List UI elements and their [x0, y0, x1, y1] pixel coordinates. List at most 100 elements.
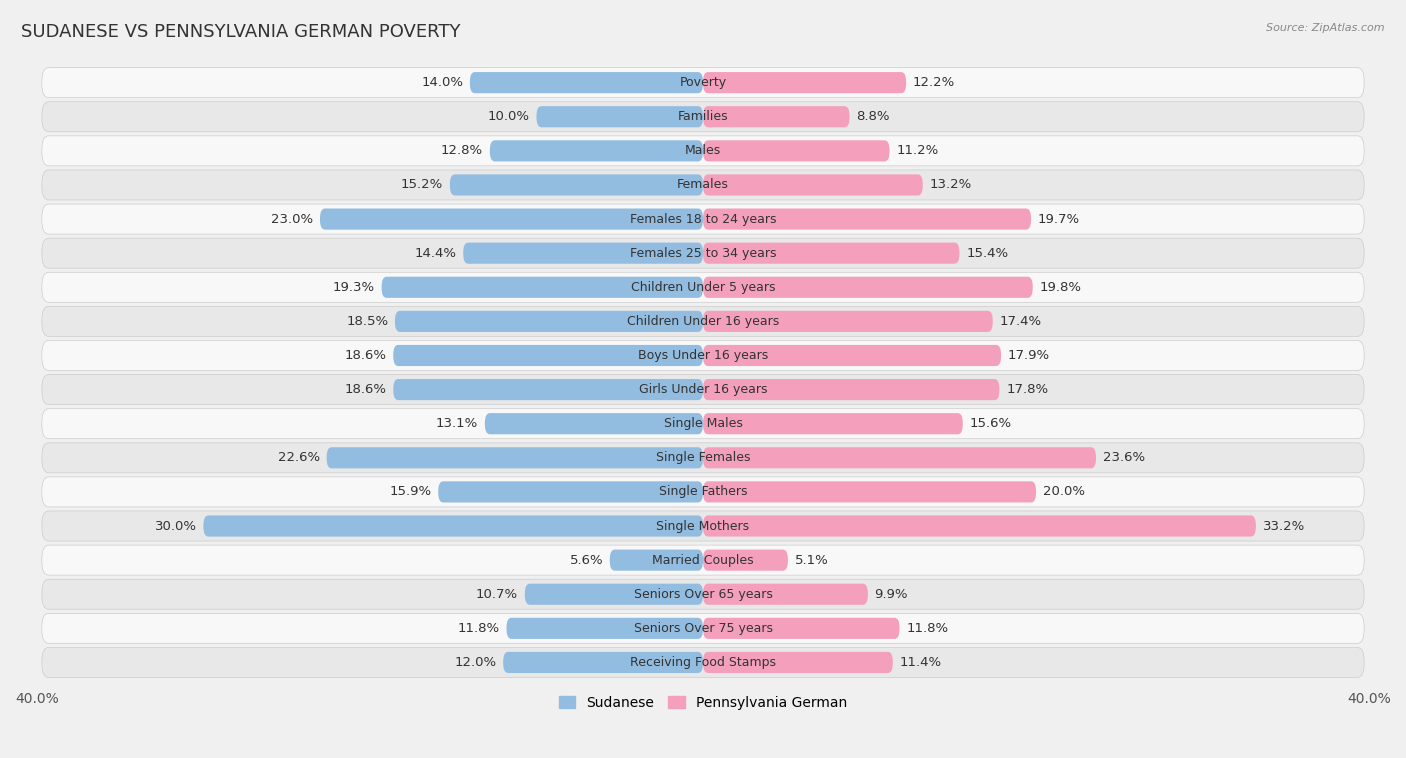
Text: Single Males: Single Males — [664, 417, 742, 431]
Text: 11.8%: 11.8% — [907, 622, 948, 635]
Text: 14.0%: 14.0% — [422, 76, 463, 89]
FancyBboxPatch shape — [703, 345, 1001, 366]
FancyBboxPatch shape — [463, 243, 703, 264]
Text: 5.1%: 5.1% — [794, 553, 828, 567]
Text: Children Under 16 years: Children Under 16 years — [627, 315, 779, 328]
FancyBboxPatch shape — [42, 67, 1364, 98]
FancyBboxPatch shape — [450, 174, 703, 196]
FancyBboxPatch shape — [395, 311, 703, 332]
Text: 18.5%: 18.5% — [346, 315, 388, 328]
FancyBboxPatch shape — [42, 409, 1364, 439]
Text: Females: Females — [678, 178, 728, 192]
Text: 18.6%: 18.6% — [344, 349, 387, 362]
Text: 11.4%: 11.4% — [900, 656, 942, 669]
FancyBboxPatch shape — [42, 204, 1364, 234]
Text: 11.8%: 11.8% — [458, 622, 499, 635]
FancyBboxPatch shape — [42, 511, 1364, 541]
FancyBboxPatch shape — [42, 477, 1364, 507]
Text: 11.2%: 11.2% — [896, 144, 938, 158]
FancyBboxPatch shape — [42, 647, 1364, 678]
Text: 19.3%: 19.3% — [333, 280, 375, 294]
Text: 13.1%: 13.1% — [436, 417, 478, 431]
FancyBboxPatch shape — [703, 550, 787, 571]
FancyBboxPatch shape — [703, 72, 907, 93]
FancyBboxPatch shape — [703, 618, 900, 639]
Text: 5.6%: 5.6% — [569, 553, 603, 567]
Text: 10.0%: 10.0% — [488, 110, 530, 124]
FancyBboxPatch shape — [42, 340, 1364, 371]
FancyBboxPatch shape — [42, 443, 1364, 473]
FancyBboxPatch shape — [703, 174, 922, 196]
Text: 12.8%: 12.8% — [441, 144, 484, 158]
FancyBboxPatch shape — [537, 106, 703, 127]
FancyBboxPatch shape — [703, 584, 868, 605]
FancyBboxPatch shape — [703, 413, 963, 434]
FancyBboxPatch shape — [42, 238, 1364, 268]
FancyBboxPatch shape — [321, 208, 703, 230]
Text: 9.9%: 9.9% — [875, 587, 908, 601]
FancyBboxPatch shape — [703, 652, 893, 673]
FancyBboxPatch shape — [42, 374, 1364, 405]
FancyBboxPatch shape — [489, 140, 703, 161]
Text: 15.6%: 15.6% — [970, 417, 1011, 431]
Text: 15.9%: 15.9% — [389, 485, 432, 499]
Text: Families: Families — [678, 110, 728, 124]
FancyBboxPatch shape — [42, 102, 1364, 132]
Text: 17.8%: 17.8% — [1007, 383, 1049, 396]
Text: 8.8%: 8.8% — [856, 110, 890, 124]
FancyBboxPatch shape — [394, 379, 703, 400]
Text: Girls Under 16 years: Girls Under 16 years — [638, 383, 768, 396]
Text: 15.4%: 15.4% — [966, 246, 1008, 260]
FancyBboxPatch shape — [485, 413, 703, 434]
FancyBboxPatch shape — [506, 618, 703, 639]
FancyBboxPatch shape — [703, 515, 1256, 537]
Text: 17.9%: 17.9% — [1008, 349, 1050, 362]
Text: 19.8%: 19.8% — [1039, 280, 1081, 294]
FancyBboxPatch shape — [703, 140, 890, 161]
FancyBboxPatch shape — [703, 243, 959, 264]
Text: 33.2%: 33.2% — [1263, 519, 1305, 533]
Text: Poverty: Poverty — [679, 76, 727, 89]
FancyBboxPatch shape — [703, 311, 993, 332]
Text: Source: ZipAtlas.com: Source: ZipAtlas.com — [1267, 23, 1385, 33]
Text: Single Mothers: Single Mothers — [657, 519, 749, 533]
FancyBboxPatch shape — [204, 515, 703, 537]
FancyBboxPatch shape — [394, 345, 703, 366]
Text: 13.2%: 13.2% — [929, 178, 972, 192]
FancyBboxPatch shape — [42, 579, 1364, 609]
Text: 20.0%: 20.0% — [1043, 485, 1084, 499]
Text: 23.6%: 23.6% — [1102, 451, 1144, 465]
Text: Single Females: Single Females — [655, 451, 751, 465]
FancyBboxPatch shape — [42, 613, 1364, 644]
Text: 12.0%: 12.0% — [454, 656, 496, 669]
Text: 14.4%: 14.4% — [415, 246, 457, 260]
FancyBboxPatch shape — [470, 72, 703, 93]
FancyBboxPatch shape — [439, 481, 703, 503]
Text: 17.4%: 17.4% — [1000, 315, 1042, 328]
Text: Females 25 to 34 years: Females 25 to 34 years — [630, 246, 776, 260]
FancyBboxPatch shape — [326, 447, 703, 468]
Text: 12.2%: 12.2% — [912, 76, 955, 89]
FancyBboxPatch shape — [42, 545, 1364, 575]
Text: SUDANESE VS PENNSYLVANIA GERMAN POVERTY: SUDANESE VS PENNSYLVANIA GERMAN POVERTY — [21, 23, 461, 41]
FancyBboxPatch shape — [703, 447, 1097, 468]
Text: 15.2%: 15.2% — [401, 178, 443, 192]
Text: 10.7%: 10.7% — [477, 587, 519, 601]
Text: Receiving Food Stamps: Receiving Food Stamps — [630, 656, 776, 669]
FancyBboxPatch shape — [42, 306, 1364, 337]
Text: 22.6%: 22.6% — [278, 451, 321, 465]
FancyBboxPatch shape — [42, 272, 1364, 302]
FancyBboxPatch shape — [703, 208, 1031, 230]
Text: Seniors Over 75 years: Seniors Over 75 years — [634, 622, 772, 635]
Text: Married Couples: Married Couples — [652, 553, 754, 567]
FancyBboxPatch shape — [503, 652, 703, 673]
Text: Males: Males — [685, 144, 721, 158]
Text: Single Fathers: Single Fathers — [659, 485, 747, 499]
FancyBboxPatch shape — [703, 106, 849, 127]
Text: Children Under 5 years: Children Under 5 years — [631, 280, 775, 294]
Text: 23.0%: 23.0% — [271, 212, 314, 226]
Legend: Sudanese, Pennsylvania German: Sudanese, Pennsylvania German — [553, 690, 853, 715]
Text: 18.6%: 18.6% — [344, 383, 387, 396]
FancyBboxPatch shape — [703, 379, 1000, 400]
FancyBboxPatch shape — [610, 550, 703, 571]
